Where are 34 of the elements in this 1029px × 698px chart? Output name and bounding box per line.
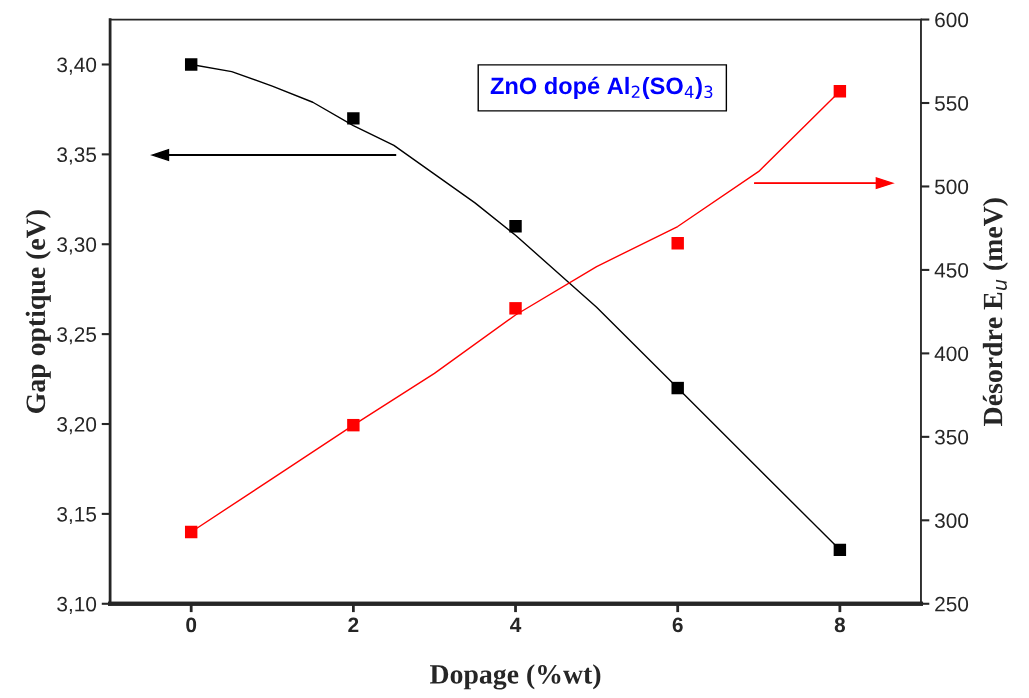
x-tick-label: 2 <box>348 617 359 633</box>
y2-tick-label: 300 <box>934 513 969 529</box>
point <box>833 85 847 98</box>
y-tick-label: 3,15 <box>57 506 97 525</box>
y2-tick-label: 450 <box>934 262 969 278</box>
y2-tick-label: 400 <box>934 346 969 362</box>
y2-tick-label: 350 <box>934 429 969 445</box>
point <box>833 543 847 557</box>
point <box>671 237 684 250</box>
x-tick-label: 0 <box>186 617 197 633</box>
y-tick-label: 3,20 <box>57 417 97 435</box>
y2-tick-label: 550 <box>934 96 969 111</box>
point <box>509 302 522 315</box>
point <box>347 418 360 432</box>
y2-tick-label: 250 <box>935 596 969 612</box>
y-tick-label: 3,30 <box>57 237 97 255</box>
y2-axis-title: Désordre E$_{u}$ (meV) <box>982 198 1009 426</box>
point <box>347 112 360 125</box>
y-tick-label: 3,40 <box>57 57 97 75</box>
y2-tick-label: 500 <box>934 179 969 195</box>
point <box>184 525 198 539</box>
annotation: ZnO dopé Al$_{2}$(SO$_{4}$)$_{3}$ <box>490 76 713 99</box>
x-tick-label: 6 <box>672 617 683 633</box>
point <box>671 381 684 395</box>
y-tick-label: 3,25 <box>57 327 97 345</box>
y-tick-label: 3,35 <box>57 147 97 165</box>
y-tick-label: 3,10 <box>57 596 97 614</box>
y2-tick-label: 600 <box>935 12 969 28</box>
y-axis-title: Gap optique (eV) <box>25 210 51 413</box>
point <box>509 220 522 233</box>
x-tick-label: 4 <box>510 617 522 633</box>
point <box>184 58 198 71</box>
x-axis-title: Dopage (%wt) <box>430 664 601 690</box>
x-tick-label: 8 <box>834 617 846 633</box>
